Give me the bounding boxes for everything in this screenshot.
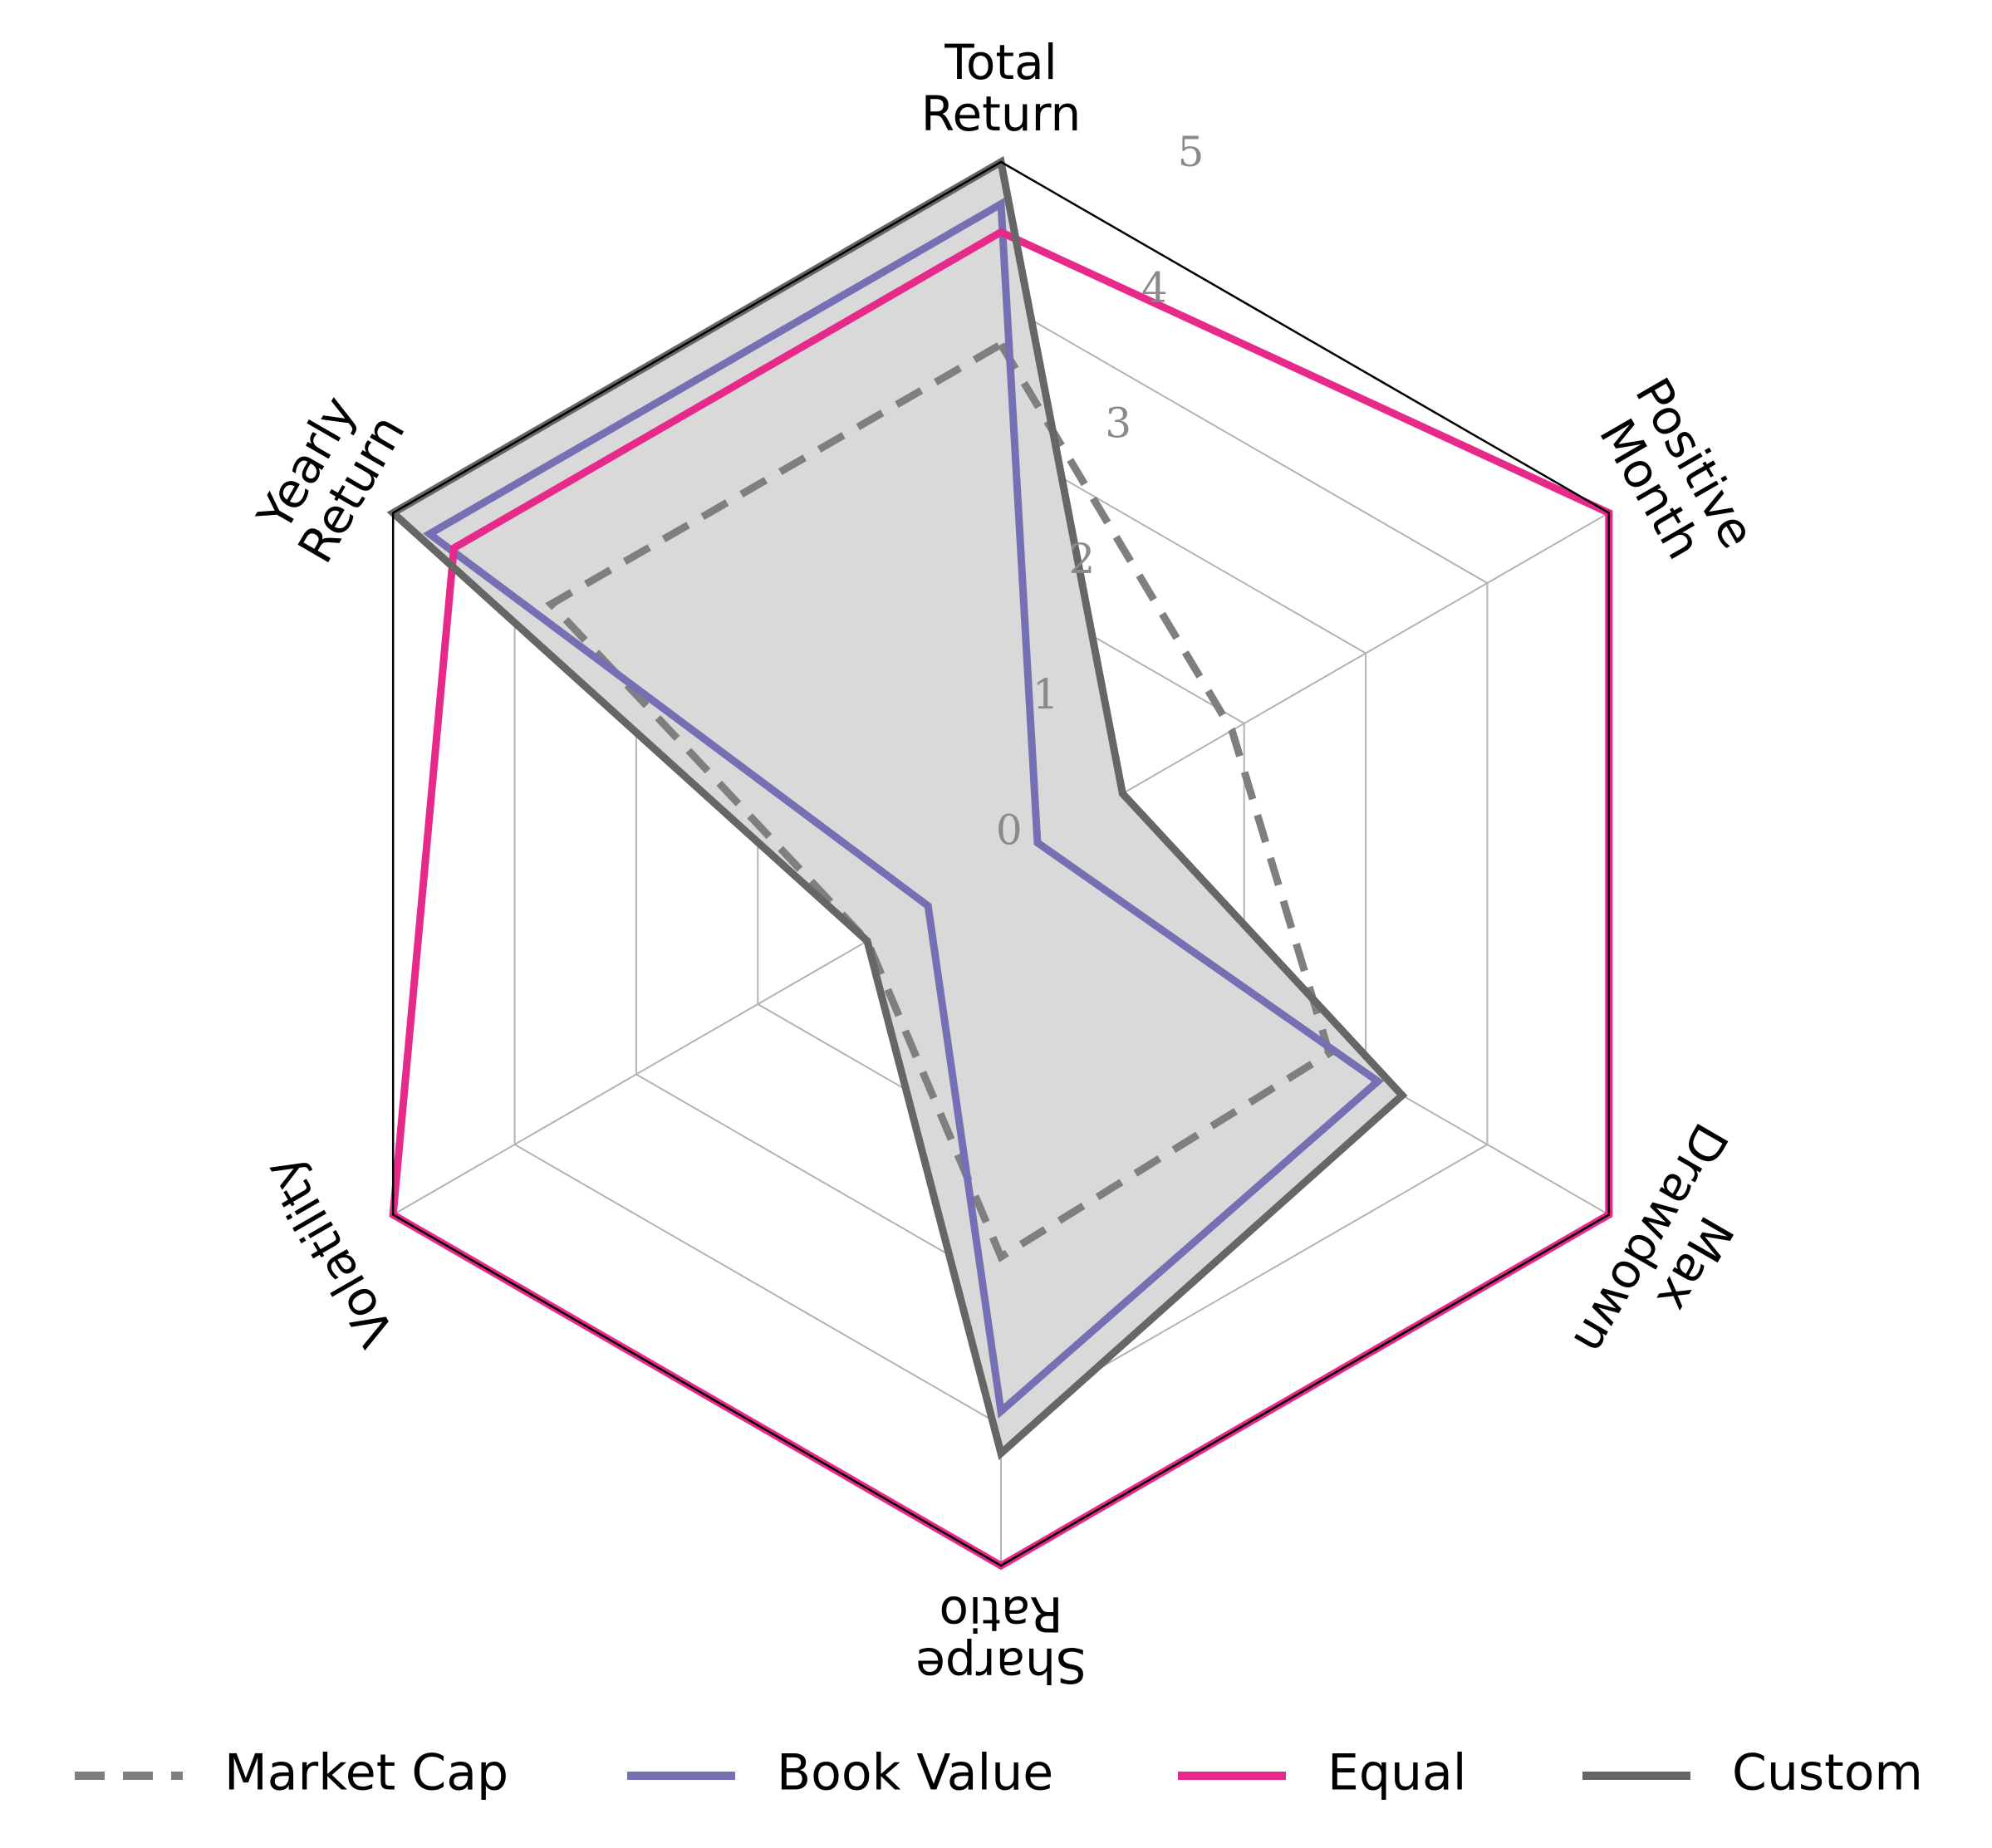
tick-label: 4 [1141,263,1168,311]
series-fill-area [393,162,1403,1453]
legend-label: Custom [1732,1744,1923,1802]
series-line [422,198,1384,1419]
legend-label: Market Cap [224,1744,508,1802]
radial-tick-labels: 0 1 2 3 4 5 [996,128,1205,854]
legend-label: Equal [1327,1744,1466,1802]
outer-frame [391,160,1611,1567]
tick-label: 0 [996,806,1023,854]
legend-label: Book Value [777,1744,1053,1802]
axis-label-line: Volatility [253,1147,405,1355]
tick-label: 1 [1033,670,1059,718]
tick-label: 2 [1068,535,1095,583]
axis-label-line: Sharpe [915,1637,1086,1694]
tick-label: 3 [1105,400,1131,448]
axis-label-line: Ratio [940,1586,1063,1642]
axis-label: Volatility [253,1147,405,1355]
outer-frame-hexagon [391,160,1611,1567]
series-fill [393,162,1403,1453]
axis-label-line: Return [921,86,1081,142]
axis-label-line: Total [944,34,1057,91]
legend: Market Cap Book Value Equal Custom [75,1744,1923,1802]
tick-label: 5 [1178,128,1205,176]
series-line [545,339,1334,1262]
